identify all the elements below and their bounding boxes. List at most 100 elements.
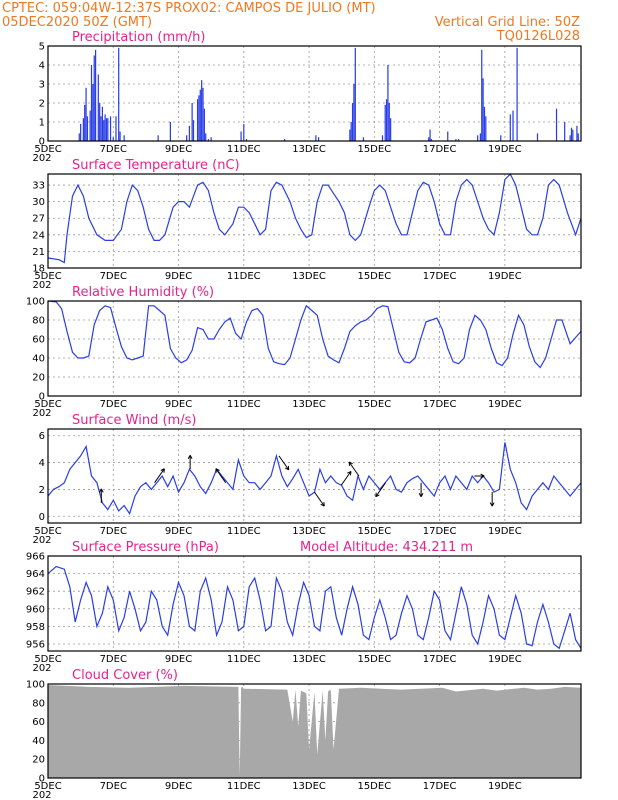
- y-tick-label: 60: [32, 717, 45, 728]
- panel-title: Surface Wind (m/s): [72, 413, 196, 428]
- precip-bar: [80, 123, 82, 141]
- panel-1: Surface Temperature (nC) 5DEC 7DEC 9DEC 11DE…: [32, 158, 582, 291]
- wind-arrow: [215, 468, 227, 484]
- wind-arrow: [314, 491, 325, 507]
- precip-bar: [101, 106, 103, 141]
- precip-bar: [103, 120, 105, 141]
- precip-bar: [483, 106, 486, 141]
- precip-bar: [191, 103, 193, 141]
- precip-bar: [428, 137, 430, 141]
- panel-title: Surface Pressure (hPa): [72, 540, 219, 555]
- precip-bar: [353, 84, 355, 141]
- x-tick-label: 13DEC: [292, 781, 326, 792]
- x-tick-label: 17DEC: [423, 144, 457, 155]
- precip-bar: [283, 139, 286, 141]
- precip-bar: [86, 116, 89, 141]
- precip-bar: [243, 123, 245, 141]
- precip-bar: [315, 135, 317, 141]
- y-tick-label: 4: [39, 61, 45, 72]
- x-year-stub: 202: [32, 280, 51, 291]
- precip-bar: [89, 110, 91, 141]
- x-tick-label: 9DEC: [165, 781, 192, 792]
- precip-bar: [85, 87, 87, 141]
- x-tick-label: 19DEC: [488, 781, 522, 792]
- y-tick-label: 27: [32, 214, 45, 225]
- x-tick-label: 15DEC: [357, 654, 391, 665]
- x-tick-label: 7DEC: [100, 399, 127, 410]
- precip-bar: [112, 137, 114, 141]
- panel-title: Relative Humidity (%): [72, 285, 214, 300]
- x-tick-label: 7DEC: [100, 271, 127, 282]
- y-tick-label: 24: [32, 230, 45, 241]
- x-tick-label: 19DEC: [488, 271, 522, 282]
- precip-bar: [576, 125, 578, 141]
- x-tick-label: 11DEC: [227, 271, 261, 282]
- x-tick-label: 17DEC: [423, 271, 457, 282]
- y-tick-label: 958: [26, 622, 45, 633]
- precip-bar: [90, 65, 93, 141]
- wind-arrow: [154, 468, 165, 484]
- precip-bar: [203, 108, 205, 141]
- panel-title: Cloud Cover (%): [72, 668, 178, 683]
- x-tick-label: 15DEC: [357, 144, 391, 155]
- y-tick-label: 0: [39, 392, 45, 403]
- x-tick-label: 7DEC: [100, 144, 127, 155]
- x-tick-label: 17DEC: [423, 781, 457, 792]
- precip-bar: [99, 103, 101, 141]
- precip-bar: [384, 104, 386, 141]
- panel-0: Precipitation (mm/h) 5DEC 7DEC 9DEC 11DEC 13D…: [32, 30, 582, 164]
- precip-bar: [481, 49, 483, 141]
- wind-arrow: [187, 455, 193, 470]
- precip-bar: [199, 89, 201, 141]
- y-tick-label: 966: [26, 552, 45, 563]
- x-tick-label: 15DEC: [357, 399, 391, 410]
- y-tick-label: 0: [39, 512, 45, 523]
- precip-bar: [577, 133, 579, 141]
- precip-bar: [201, 80, 203, 141]
- precip-bar: [94, 49, 97, 141]
- wind-arrow: [348, 461, 360, 477]
- precip-bar: [245, 139, 248, 141]
- precip-bar: [192, 120, 195, 141]
- panel-3: Surface Wind (m/s) 5DEC 7DEC 9DEC 11DEC 13DEC…: [32, 413, 582, 546]
- precip-bar: [430, 139, 433, 141]
- precip-bar: [186, 135, 188, 141]
- panel-frame: [47, 683, 582, 779]
- panel-5: Cloud Cover (%) 5DEC 7DEC 9DEC 11DEC 13DEC 15D…: [26, 668, 582, 800]
- y-tick-label: 30: [32, 197, 45, 208]
- precip-bar: [207, 139, 210, 141]
- y-tick-label: 964: [26, 569, 45, 580]
- precip-bar: [210, 137, 212, 141]
- panel-4: Surface Pressure (hPa) 5DEC 7DEC 9DEC 11DEC 1…: [26, 540, 582, 674]
- y-tick-label: 60: [32, 335, 45, 346]
- precip-bar: [100, 116, 102, 141]
- panel-frame: [47, 428, 582, 524]
- precip-bar: [104, 114, 106, 141]
- wind-arrow: [489, 492, 495, 507]
- y-tick-label: 80: [32, 698, 45, 709]
- precip-bar: [205, 133, 207, 141]
- precip-bar: [570, 127, 573, 141]
- series-line: [47, 442, 582, 515]
- precip-bar: [115, 116, 117, 141]
- y-tick-label: 960: [26, 604, 45, 615]
- x-tick-label: 19DEC: [488, 654, 522, 665]
- x-year-stub: 202: [32, 408, 51, 419]
- panel-title: Surface Temperature (nC): [72, 158, 240, 173]
- precip-bar: [362, 137, 365, 141]
- precip-bar: [512, 110, 514, 141]
- precip-bar: [317, 137, 320, 141]
- precip-bar: [509, 114, 511, 141]
- precip-bar: [198, 95, 200, 141]
- precip-bar: [188, 125, 191, 141]
- precip-bar: [485, 116, 487, 141]
- precip-bar: [92, 84, 94, 141]
- x-tick-label: 13DEC: [292, 399, 326, 410]
- x-tick-label: 15DEC: [357, 271, 391, 282]
- y-tick-label: 40: [32, 736, 45, 747]
- x-tick-label: 7DEC: [100, 654, 127, 665]
- y-tick-label: 962: [26, 587, 45, 598]
- series-line: [47, 300, 582, 369]
- y-tick-label: 18: [32, 264, 45, 275]
